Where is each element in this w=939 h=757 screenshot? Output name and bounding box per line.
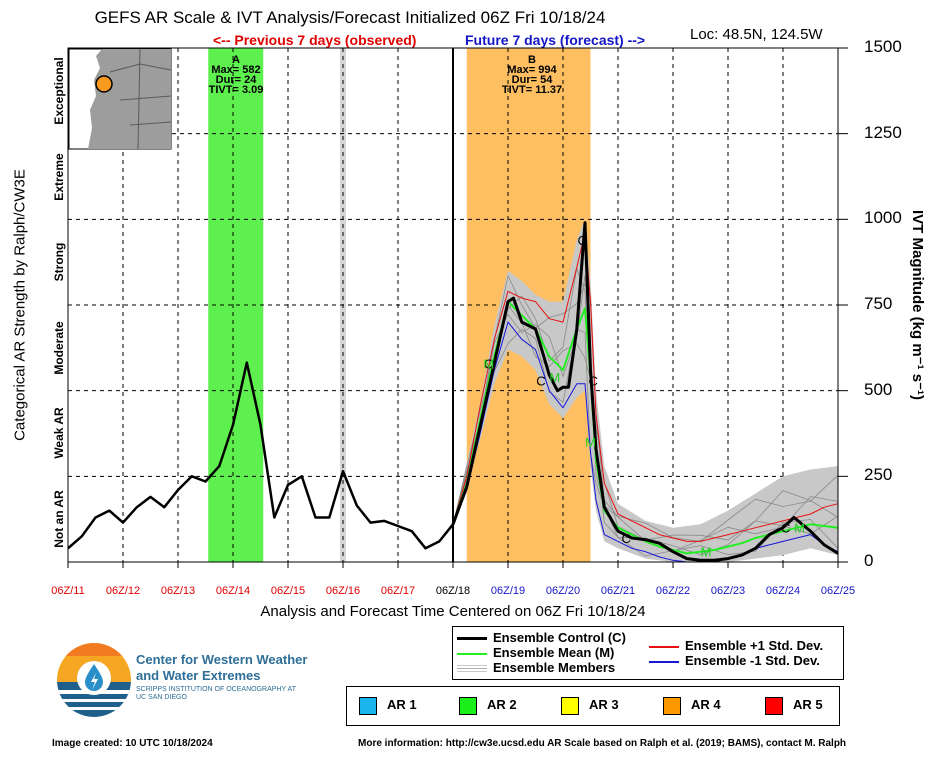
ar-event-a-max: Max= 582 — [211, 64, 261, 76]
x-tick-label-06Z/17: 06Z/17 — [380, 585, 416, 597]
legend-minus-sd-label: Ensemble -1 Std. Dev. — [685, 653, 820, 668]
logo-subtitle: SCRIPPS INSTITUTION OF OCEANOGRAPHY AT U… — [136, 686, 296, 701]
ensemble-control-line — [451, 221, 839, 562]
x-tick-label-06Z/14: 06Z/14 — [215, 585, 251, 597]
x-tick-label-06Z/11: 06Z/11 — [51, 585, 85, 597]
ar-event-b-max: Max= 994 — [507, 64, 557, 76]
legend-minus-sd: Ensemble -1 Std. Dev. — [649, 653, 820, 668]
x-tick-label-06Z/24: 06Z/24 — [765, 585, 801, 597]
x-tick-label-06Z/25: 06Z/25 — [820, 585, 856, 597]
x-axis-title: Analysis and Forecast Time Centered on 0… — [260, 603, 646, 620]
control-marker-1: C — [536, 373, 545, 388]
control-marker-3: C — [589, 373, 598, 388]
x-tick-label-06Z/20: 06Z/20 — [545, 585, 581, 597]
ar2-label: AR 2 — [487, 697, 517, 712]
ar4-swatch — [663, 697, 681, 715]
mean-marker-0: M — [483, 356, 494, 371]
x-tick-label-06Z/22: 06Z/22 — [655, 585, 691, 597]
y-tick-label-0: 0 — [864, 551, 874, 570]
y-tick-label-250: 250 — [864, 465, 893, 485]
ensemble-legend: Ensemble Control (C) Ensemble Mean (M) E… — [452, 626, 844, 680]
x-tick-label-06Z/21: 06Z/21 — [600, 585, 636, 597]
location-label: Loc: 48.5N, 124.5W — [690, 26, 823, 43]
mean-marker-4: M — [794, 521, 805, 536]
legend-mean-label: Ensemble Mean (M) — [493, 645, 615, 660]
legend-control: Ensemble Control (C) — [457, 630, 626, 645]
ar3-label: AR 3 — [589, 697, 619, 712]
logo-name: Center for Western Weather and Water Ext… — [136, 652, 308, 683]
mean-marker-1: M — [549, 370, 560, 385]
ar-event-a-dur: Dur= 24 — [215, 74, 257, 86]
x-tick-label-06Z/13: 06Z/13 — [160, 585, 196, 597]
ar1-label: AR 1 — [387, 697, 417, 712]
ar-event-b-label: B Max= 994 Dur= 54 TIVT= 11.37 — [501, 54, 563, 96]
location-marker — [95, 75, 113, 93]
y-tick-label-1500: 1500 — [864, 37, 902, 56]
x-tick-label-06Z/18: 06Z/18 — [435, 585, 471, 597]
observed-ivt-line — [67, 361, 454, 550]
y-tick-label-500: 500 — [864, 379, 893, 399]
category-moderate: Moderate — [52, 321, 66, 375]
x-tick-label-06Z/19: 06Z/19 — [490, 585, 526, 597]
ar-event-a-tivt: TIVT= 3.09 — [208, 84, 264, 96]
legend-plus-sd-swatch — [649, 645, 679, 648]
ar3-swatch — [561, 697, 579, 715]
y-tick-label-750: 750 — [864, 294, 893, 313]
previous-days-label: <-- Previous 7 days (observed) — [213, 32, 417, 48]
category-weak-ar: Weak AR — [52, 407, 66, 459]
x-tick-label-06Z/15: 06Z/15 — [270, 585, 306, 597]
legend-mean: Ensemble Mean (M) — [457, 645, 614, 660]
future-days-label: Future 7 days (forecast) --> — [465, 32, 646, 48]
legend-members-label: Ensemble Members — [493, 660, 616, 675]
ar-event-b-dur: Dur= 54 — [511, 74, 553, 86]
ar-event-b-tivt: TIVT= 11.37 — [501, 84, 563, 96]
ar5-label: AR 5 — [793, 697, 823, 712]
ar1-swatch — [359, 697, 377, 715]
footer-created: Image created: 10 UTC 10/18/2024 — [52, 738, 213, 749]
category-strong: Strong — [52, 242, 66, 282]
category-not-an-ar: Not an AR — [52, 490, 66, 548]
control-marker-0: C — [484, 356, 493, 371]
ar-event-b-id: B — [528, 54, 536, 66]
cw3e-logo — [57, 643, 131, 717]
legend-control-swatch — [457, 637, 487, 641]
legend-plus-sd-label: Ensemble +1 Std. Dev. — [685, 638, 824, 653]
legend-minus-sd-swatch — [649, 660, 679, 663]
x-tick-label-06Z/12: 06Z/12 — [105, 585, 141, 597]
legend-members-swatch — [457, 668, 487, 670]
control-marker-2: C — [578, 233, 587, 248]
ar-event-a-label: A Max= 582 Dur= 24 TIVT= 3.09 — [208, 54, 264, 96]
category-extreme: Extreme — [52, 153, 66, 201]
mean-marker-3: M — [701, 545, 712, 560]
ensemble-member-line-1 — [452, 328, 839, 557]
x-tick-label-06Z/16: 06Z/16 — [325, 585, 361, 597]
x-tick-label-06Z/23: 06Z/23 — [710, 585, 746, 597]
mean-marker-2: M — [585, 435, 596, 450]
y-tick-label-1000: 1000 — [864, 208, 902, 228]
legend-members: Ensemble Members — [457, 660, 615, 675]
legend-control-label: Ensemble Control (C) — [493, 630, 626, 645]
ar-scale-legend: AR 1 AR 2 AR 3 AR 4 AR 5 — [346, 686, 840, 726]
legend-mean-swatch — [457, 652, 487, 655]
chart-title: GEFS AR Scale & IVT Analysis/Forecast In… — [94, 8, 606, 27]
ensemble-plus-sd-line — [452, 232, 839, 542]
control-marker-4: C — [622, 531, 631, 546]
ar5-swatch — [765, 697, 783, 715]
footer-info: More information: http://cw3e.ucsd.edu A… — [358, 738, 847, 749]
ensemble-member-spread — [453, 219, 838, 563]
ar4-label: AR 4 — [691, 697, 721, 712]
ar-event-a-id: A — [232, 54, 240, 66]
legend-plus-sd: Ensemble +1 Std. Dev. — [649, 638, 823, 653]
control-marker-5: C — [781, 521, 790, 536]
y-tick-label-1250: 1250 — [864, 122, 902, 142]
category-exceptional: Exceptional — [52, 57, 66, 125]
ar2-swatch — [459, 697, 477, 715]
location-inset-map — [68, 48, 172, 150]
